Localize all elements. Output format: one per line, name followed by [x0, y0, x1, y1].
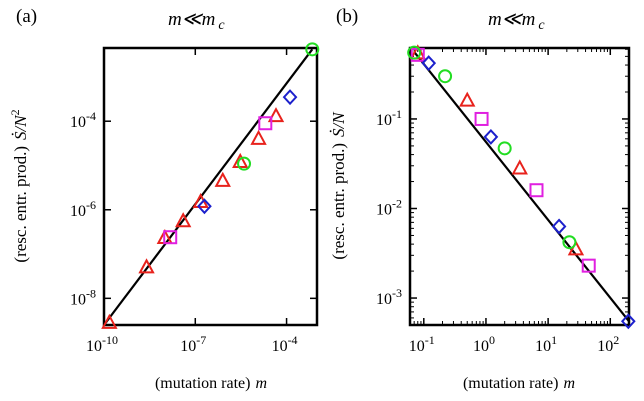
square-marker [474, 111, 489, 126]
panel-a-ylabel-var: Ṡ/N [11, 114, 30, 140]
diamond-marker [483, 128, 499, 145]
diamond-marker [421, 55, 437, 72]
circle-marker [438, 69, 453, 84]
panel-b: (b) m≪m c 10-1 100 101 102 10-1 10-2 10-3 (muta… [329, 6, 636, 392]
diamond-marker [620, 313, 636, 330]
circle-marker [305, 42, 320, 57]
triangle-marker [214, 171, 231, 187]
panel-b-plot-frame [408, 46, 631, 327]
diamond-marker [197, 198, 212, 215]
x-tick-label: 101 [535, 333, 557, 355]
panel-b-ylabel: (resc. entr. prod.) Ṡ/N [329, 111, 348, 260]
circle-marker [237, 156, 252, 171]
y-tick-label: 10-4 [70, 109, 96, 131]
panel-a-plot-frame [102, 46, 319, 327]
panel-b-title-main: m≪m [488, 9, 535, 30]
triangle-marker [459, 91, 476, 107]
circle-marker [407, 45, 422, 60]
x-tick-label: 10-10 [86, 333, 118, 355]
panel-a: (a) m≪m c 10-10 10-7 10-4 10-8 10-6 10-4 (muta… [8, 6, 320, 392]
y-tick-label: 10-8 [70, 286, 96, 308]
square-marker [529, 183, 544, 198]
panel-b-title-sub: c [538, 18, 545, 33]
panel-a-xlabel: (mutation rate) m [155, 375, 267, 392]
panel-b-xlabel: (mutation rate) m [463, 375, 575, 392]
panel-a-ticks: 10-10 10-7 10-4 10-8 10-6 10-4 [70, 48, 317, 355]
triangle-marker [138, 258, 155, 274]
triangle-marker [267, 107, 285, 123]
y-tick-label: 10-6 [70, 198, 96, 220]
triangle-marker [174, 212, 192, 228]
diamond-marker [282, 89, 298, 106]
x-tick-label: 10-1 [409, 333, 435, 355]
panel-a-ylabel-exp: 2 [8, 109, 22, 115]
panel-b-title: m≪m c [488, 9, 545, 33]
panel-a-title-main: m≪m [168, 9, 215, 30]
square-marker [581, 258, 596, 273]
circle-marker [562, 235, 577, 250]
panel-b-ticks: 10-1 100 101 102 10-1 10-2 10-3 [376, 48, 629, 355]
panel-b-xlabel-var: m [563, 375, 575, 392]
panel-a-title: m≪m c [168, 9, 225, 33]
panel-b-ylabel-text: (resc. entr. prod.) [329, 143, 348, 260]
y-tick-label: 10-3 [376, 286, 402, 308]
panel-b-xlabel-text: (mutation rate) [463, 375, 559, 392]
circle-marker [497, 141, 512, 156]
x-tick-label: 10-7 [180, 333, 206, 355]
panel-b-markers [407, 44, 636, 330]
panel-a-title-sub: c [218, 18, 225, 33]
panel-a-xlabel-var: m [255, 375, 267, 392]
triangle-marker [101, 313, 118, 329]
x-tick-label: 100 [473, 333, 495, 355]
panel-a-fit-line-group [103, 48, 314, 326]
panel-a-ylabel: (resc. entr. prod.) Ṡ/N2 [8, 109, 30, 262]
x-tick-label: 10-4 [272, 333, 298, 355]
y-tick-label: 10-1 [376, 107, 402, 129]
panel-a-ylabel-text: (resc. entr. prod.) [11, 146, 30, 263]
square-marker [258, 116, 273, 131]
panel-b-fit-line-group [413, 51, 630, 322]
fit-line [413, 51, 630, 322]
panel-a-label: (a) [16, 6, 37, 27]
square-marker [163, 230, 178, 245]
y-tick-label: 10-2 [376, 196, 402, 218]
x-tick-label: 102 [597, 333, 619, 355]
panel-a-xlabel-text: (mutation rate) [155, 375, 251, 392]
panel-b-label: (b) [336, 6, 358, 27]
diamond-marker [551, 218, 567, 235]
triangle-marker [511, 159, 528, 175]
triangle-marker [250, 129, 267, 145]
panel-b-ylabel-var: Ṡ/N [329, 111, 348, 137]
fit-line [103, 48, 314, 326]
panel-a-markers [101, 42, 320, 329]
